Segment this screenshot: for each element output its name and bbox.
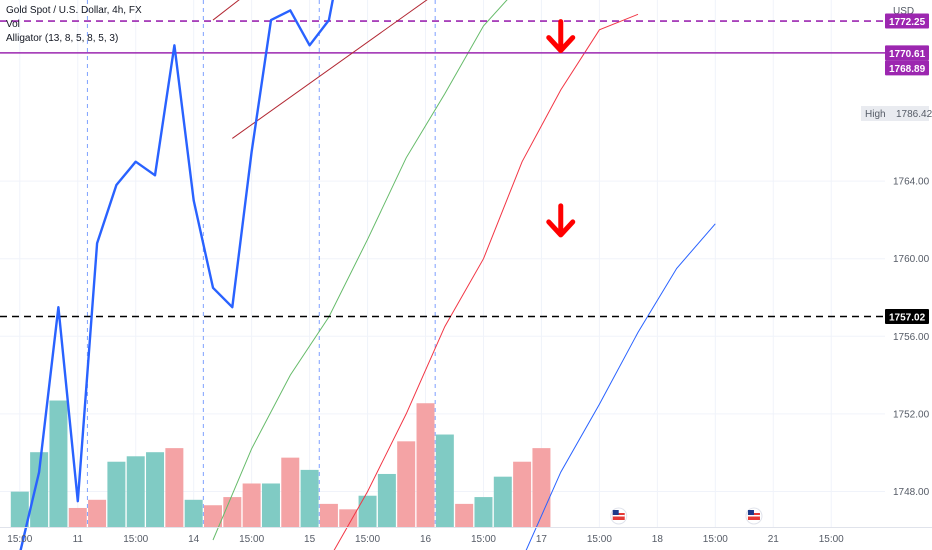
- x-tick-label: 15:00: [239, 534, 264, 545]
- volume-bar: [455, 503, 474, 527]
- volume-bar: [126, 456, 145, 527]
- price-axis[interactable]: USD High 1786.42 1792.001788.001784.0017…: [861, 0, 932, 498]
- time-axis[interactable]: 15:00 11 15:00 14 15:00 15 15:00 16 15:00 17 15:00…: [0, 527, 932, 546]
- x-tick-label: 16: [420, 534, 432, 545]
- alligator-jaw-line: [525, 223, 716, 550]
- volume-bar: [242, 483, 261, 527]
- x-tick-label: 17: [536, 534, 548, 545]
- x-tick-label: 15:00: [819, 534, 844, 545]
- us-event-icon: [610, 507, 628, 525]
- y-tick-label: 1752.00: [893, 409, 930, 420]
- volume-bar: [68, 507, 87, 527]
- volume-bar: [49, 400, 68, 527]
- down-arrow-icon: [546, 19, 576, 54]
- volume-bar: [397, 441, 416, 527]
- x-tick-label: 15:00: [471, 534, 496, 545]
- economic-events: [610, 507, 763, 525]
- horizontal-levels: [0, 20, 885, 318]
- volume-bar: [184, 499, 203, 527]
- price-tag-bg: [885, 13, 929, 29]
- volume-bar: [493, 476, 512, 527]
- alligator-teeth-line: [333, 13, 639, 550]
- volume-bars: [10, 400, 551, 527]
- high-label: High: [865, 109, 886, 120]
- volume-bar: [474, 497, 493, 527]
- x-tick-label: 21: [768, 534, 780, 545]
- volume-bar: [339, 509, 358, 527]
- x-tick-label: 15:00: [703, 534, 728, 545]
- volume-bar: [532, 448, 551, 527]
- price-line: [19, 0, 334, 550]
- price-tag-label: 1770.61: [889, 49, 926, 60]
- currency-label: USD: [893, 6, 914, 17]
- event-flag-stripe: [747, 515, 760, 517]
- alligator-lips-line: [212, 0, 508, 541]
- level-price-tag: 1757.02: [885, 309, 929, 325]
- symbol-title[interactable]: Gold Spot / U.S. Dollar, 4h, FX: [6, 5, 142, 16]
- volume-bar: [107, 461, 126, 527]
- x-tick-label: 15: [304, 534, 316, 545]
- price-tag-label: 1768.89: [889, 64, 926, 75]
- y-tick-label: 1764.00: [893, 177, 930, 188]
- channel-upper-line: [212, 0, 240, 21]
- y-tick-label: 1748.00: [893, 487, 930, 498]
- volume-bar: [300, 469, 319, 527]
- price-tag-bg: [885, 60, 929, 76]
- x-tick-label: 14: [188, 534, 200, 545]
- volume-bar: [435, 434, 454, 527]
- volume-bar: [223, 497, 242, 527]
- arrow-head: [546, 219, 576, 238]
- us-event-icon: [745, 507, 763, 525]
- level-price-tag: 1768.89: [885, 60, 929, 76]
- event-flag-canton: [612, 510, 619, 515]
- level-price-tag: 1770.61: [885, 45, 929, 61]
- trend-channel: [212, 0, 428, 139]
- chart-legend: Gold Spot / U.S. Dollar, 4h, FX Vol Alli…: [6, 4, 142, 46]
- x-tick-label: 15:00: [355, 534, 380, 545]
- price-tag-bg: [885, 309, 929, 325]
- volume-bar: [319, 503, 338, 527]
- price-series-line: [19, 0, 334, 550]
- x-tick-label: 15:00: [587, 534, 612, 545]
- volume-bar: [165, 448, 184, 527]
- volume-bar: [358, 495, 377, 527]
- high-value: 1786.42: [896, 109, 932, 120]
- alligator-indicator-label[interactable]: Alligator (13, 8, 5, 8, 5, 3): [6, 33, 119, 44]
- alligator-indicator: [212, 0, 716, 550]
- volume-bar: [281, 457, 300, 527]
- down-arrows: [546, 19, 576, 238]
- price-tag-label: 1772.25: [889, 17, 926, 28]
- volume-bar: [88, 499, 107, 527]
- event-flag-stripe: [612, 515, 625, 517]
- volume-bar: [30, 452, 49, 527]
- y-tick-label: 1760.00: [893, 254, 930, 265]
- level-price-tag: 1772.25: [885, 13, 929, 29]
- y-tick-label: 1756.00: [893, 332, 930, 343]
- volume-bar: [10, 491, 29, 527]
- x-tick-label: 15:00: [7, 534, 32, 545]
- price-tag-bg: [885, 45, 929, 61]
- volume-bar: [261, 483, 280, 527]
- x-tick-label: 15:00: [123, 534, 148, 545]
- high-marker: High 1786.42: [861, 106, 932, 121]
- x-tick-label: 11: [73, 534, 84, 545]
- channel-lower-line: [232, 0, 428, 139]
- volume-bar: [377, 473, 396, 527]
- down-arrow-icon: [546, 203, 576, 238]
- price-tag-label: 1757.02: [889, 313, 926, 324]
- volume-bar: [204, 505, 222, 527]
- volume-bar: [146, 452, 165, 527]
- volume-indicator-label[interactable]: Vol: [6, 19, 20, 30]
- price-tags: 1779.001777.061774.5445:441774.101772.25…: [885, 13, 929, 325]
- arrow-head: [546, 35, 576, 54]
- event-flag-canton: [747, 510, 754, 515]
- volume-bar: [416, 403, 435, 527]
- x-tick-label: 18: [652, 534, 664, 545]
- volume-bar: [513, 461, 532, 527]
